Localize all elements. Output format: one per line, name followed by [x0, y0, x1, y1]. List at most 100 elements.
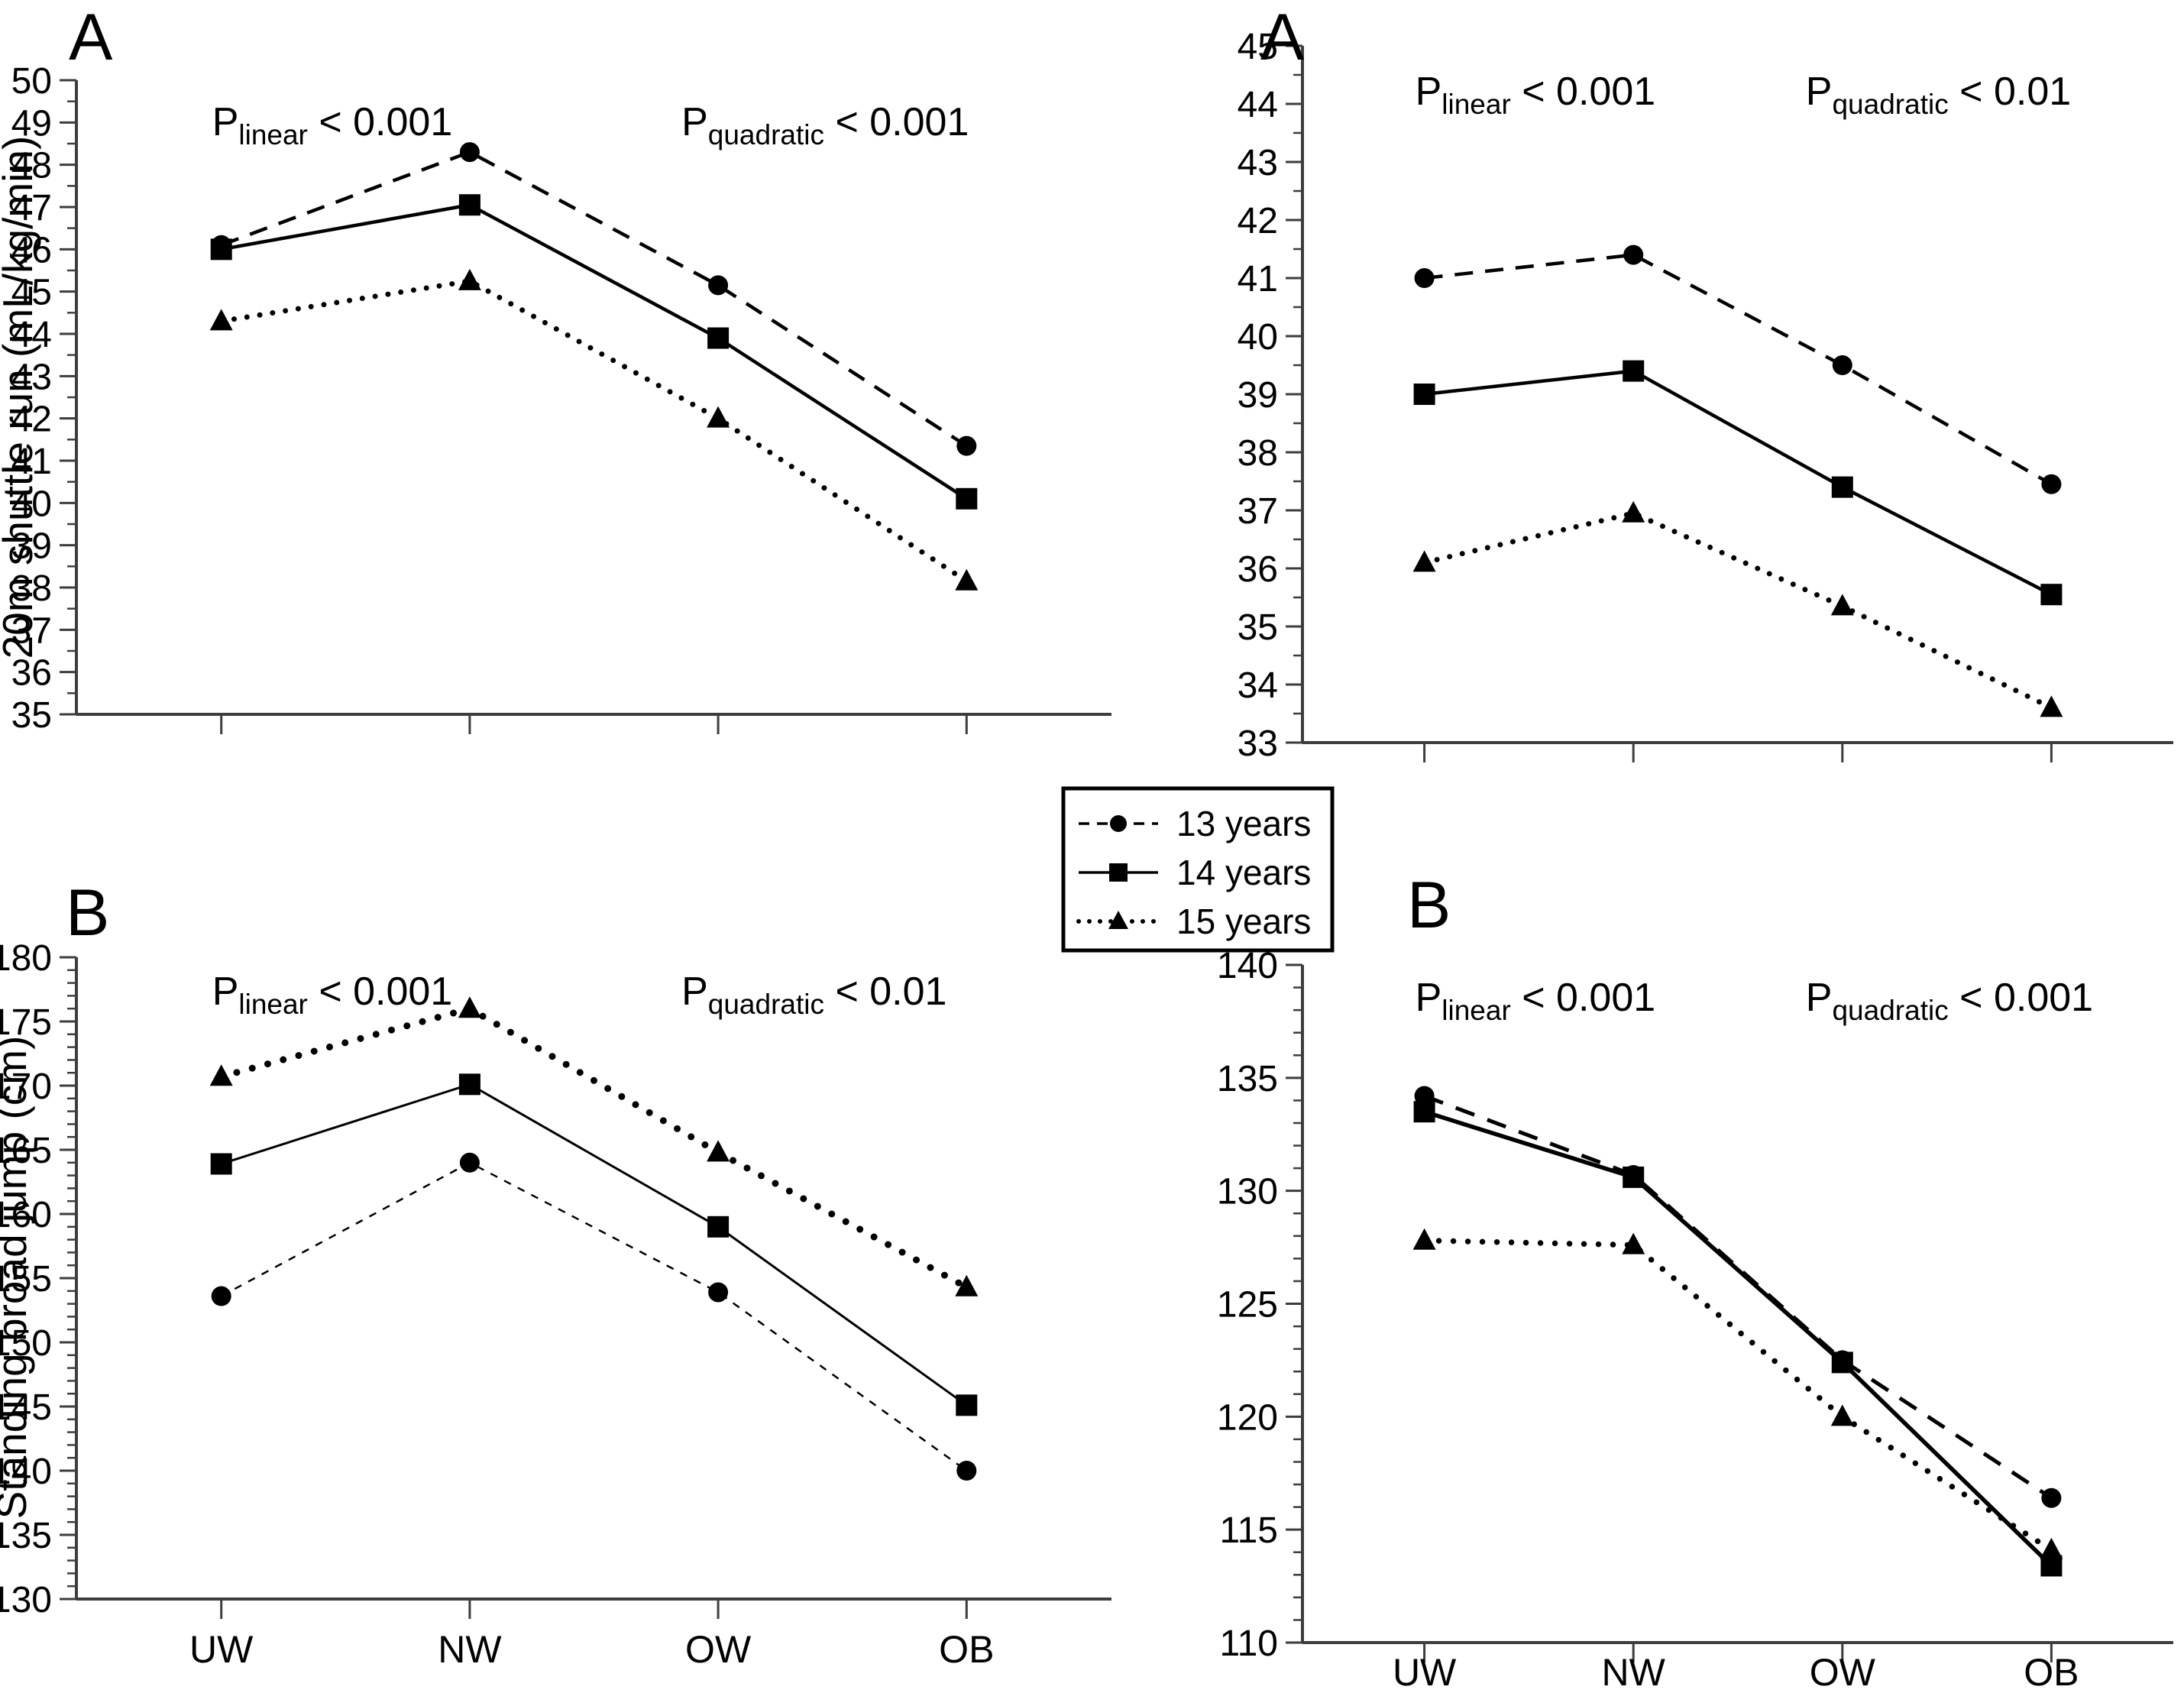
p-quadratic-annotation: Pquadratic < 0.01	[681, 972, 946, 1018]
p-value: < 0.001	[307, 970, 453, 1014]
data-point-triangle	[2040, 1537, 2063, 1559]
y-tick-label: 140	[0, 1452, 52, 1492]
y-tick-label: 135	[0, 1516, 52, 1556]
data-point-circle	[1623, 1164, 1644, 1185]
data-point-square	[956, 487, 978, 510]
y-tick-label: 165	[0, 1131, 52, 1171]
y-tick-label: 41	[1238, 259, 1278, 299]
p-linear-annotation: Plinear < 0.001	[1416, 978, 1656, 1025]
series-line-triangle	[1421, 1237, 2055, 1553]
x-tick-label: OW	[1810, 1651, 1876, 1693]
series-line-square	[1424, 369, 2053, 597]
x-tick-label: OB	[939, 1628, 994, 1671]
series-line-circle	[1424, 253, 2053, 486]
data-point-circle	[2041, 1487, 2062, 1508]
y-tick-label: 36	[1238, 549, 1278, 590]
p-value: < 0.001	[1948, 976, 2094, 1020]
data-point-triangle	[209, 309, 233, 331]
data-point-circle	[956, 435, 977, 456]
p-symbol: P	[681, 100, 708, 144]
p-subscript: quadratic	[707, 989, 824, 1020]
p-linear-annotation: Plinear < 0.001	[212, 102, 453, 149]
y-tick-label: 160	[0, 1195, 52, 1235]
legend-label: 15 years	[1176, 902, 1311, 941]
x-tick-label: UW	[1393, 1651, 1457, 1693]
p-symbol: P	[1805, 70, 1833, 114]
p-quadratic-annotation: Pquadratic < 0.01	[1806, 72, 2071, 118]
y-tick-label: 130	[1217, 1172, 1278, 1212]
y-tick-label: 43	[11, 357, 52, 397]
data-point-triangle	[1412, 550, 1436, 572]
data-point-circle	[1832, 355, 1852, 375]
p-subscript: quadratic	[1832, 89, 1949, 120]
data-point-square	[1831, 476, 1853, 498]
y-tick-label: 50	[11, 61, 52, 102]
series-line-triangle	[1422, 510, 2054, 711]
y-tick-label: 140	[1217, 946, 1278, 986]
legend-square-icon	[1109, 863, 1128, 882]
data-point-triangle	[458, 268, 481, 290]
data-point-triangle	[1622, 1232, 1645, 1254]
series-line-triangle	[218, 1005, 970, 1291]
data-point-circle	[459, 142, 480, 163]
p-value: < 0.001	[1510, 70, 1656, 114]
y-tick-label: 38	[11, 568, 52, 609]
y-tick-label: 155	[0, 1259, 52, 1300]
y-axis-title: Standing broad jump (cm)	[0, 1036, 35, 1520]
data-point-circle	[1414, 268, 1435, 288]
x-tick-label: OB	[2024, 1651, 2079, 1693]
data-point-square	[707, 327, 730, 349]
data-point-triangle	[955, 568, 979, 591]
y-tick-label: 125	[1217, 1285, 1278, 1326]
p-symbol: P	[212, 100, 239, 144]
p-subscript: linear	[238, 119, 308, 151]
data-point-triangle	[1830, 1404, 1854, 1426]
y-tick-label: 44	[11, 315, 52, 355]
y-tick-label: 38	[1238, 433, 1278, 474]
x-tick-label: UW	[189, 1628, 254, 1671]
panel-letter: A	[69, 1, 113, 74]
p-value: < 0.001	[824, 100, 969, 144]
p-symbol: P	[1805, 976, 1833, 1020]
y-tick-label: 49	[11, 103, 52, 144]
series-line-circle	[221, 1161, 968, 1472]
data-point-circle	[2041, 474, 2062, 494]
p-value: < 0.001	[1510, 976, 1656, 1020]
y-tick-label: 39	[11, 526, 52, 567]
y-tick-label: 170	[0, 1067, 52, 1107]
y-tick-label: 44	[1238, 85, 1278, 125]
p-subscript: linear	[1441, 995, 1511, 1026]
data-point-circle	[211, 1286, 231, 1306]
p-linear-annotation: Plinear < 0.001	[1416, 72, 1656, 118]
data-point-triangle	[1412, 1228, 1436, 1250]
data-point-triangle	[2040, 695, 2063, 717]
p-quadratic-annotation: Pquadratic < 0.001	[1806, 978, 2093, 1025]
series-line-square	[221, 1083, 968, 1407]
panel-letter: B	[1407, 869, 1451, 942]
y-tick-label: 45	[1238, 27, 1278, 67]
legend-triangle-icon	[1108, 911, 1128, 929]
y-tick-label: 37	[11, 610, 52, 651]
p-subscript: linear	[1441, 89, 1511, 120]
data-point-square	[2040, 584, 2063, 606]
series-line-square	[1423, 1109, 2053, 1568]
data-point-triangle	[707, 406, 730, 428]
data-point-triangle	[955, 1274, 979, 1296]
p-value: < 0.01	[1948, 70, 2072, 114]
y-tick-label: 130	[0, 1580, 52, 1620]
data-point-circle	[1832, 1350, 1852, 1371]
y-tick-label: 115	[1219, 1510, 1278, 1551]
data-point-circle	[708, 1282, 729, 1303]
data-point-square	[458, 1073, 480, 1096]
legend-circle-icon	[1110, 815, 1127, 832]
legend-box	[1061, 786, 1335, 953]
y-tick-label: 47	[11, 188, 52, 228]
p-subscript: quadratic	[1832, 995, 1949, 1026]
y-tick-label: 135	[1217, 1059, 1278, 1099]
y-axis-title: 20m shuttle run (mL/kg/min)	[0, 136, 41, 659]
y-tick-label: 33	[1238, 723, 1278, 764]
x-tick-label: OW	[685, 1628, 752, 1671]
data-point-circle	[211, 235, 231, 255]
p-value: < 0.01	[824, 970, 947, 1014]
